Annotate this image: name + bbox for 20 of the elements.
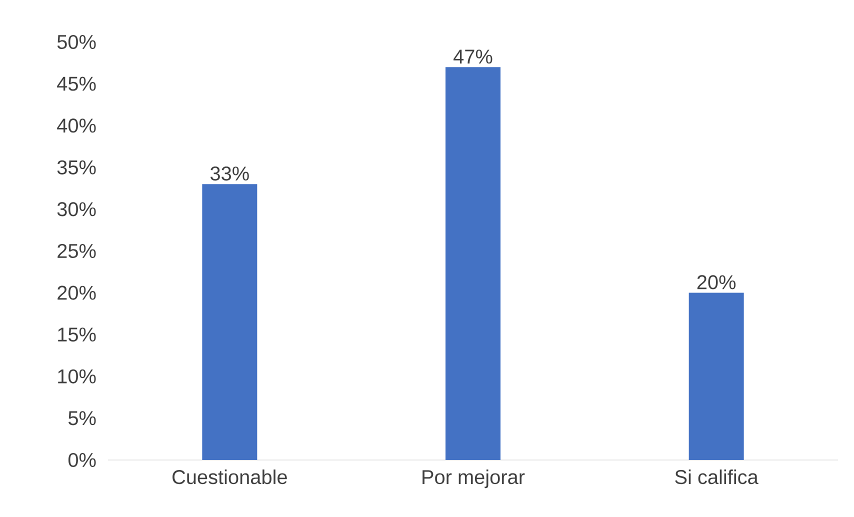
y-tick-label: 20% [58, 286, 96, 300]
bar [446, 67, 501, 460]
x-tick-label: Si califica [675, 470, 758, 484]
data-label: 20% [697, 275, 736, 290]
bar [688, 292, 744, 460]
y-tick-label: 5% [68, 411, 96, 426]
y-tick-label: 15% [58, 328, 96, 342]
y-tick-label: 30% [57, 202, 96, 216]
data-label: 33% [210, 166, 249, 181]
data-label: 47% [454, 50, 492, 64]
y-tick-label: 40% [57, 118, 96, 133]
y-tick-label: 10% [58, 369, 96, 384]
y-tick-label: 0% [68, 452, 96, 468]
y-tick-label: 25% [58, 244, 96, 258]
bar [202, 184, 258, 460]
y-tick-label: 45% [57, 76, 96, 91]
y-tick-label: 50% [57, 34, 96, 50]
x-tick-label: Cuestionable [172, 470, 287, 484]
x-tick-label: Por mejorar [422, 470, 525, 488]
y-tick-label: 35% [57, 160, 96, 174]
